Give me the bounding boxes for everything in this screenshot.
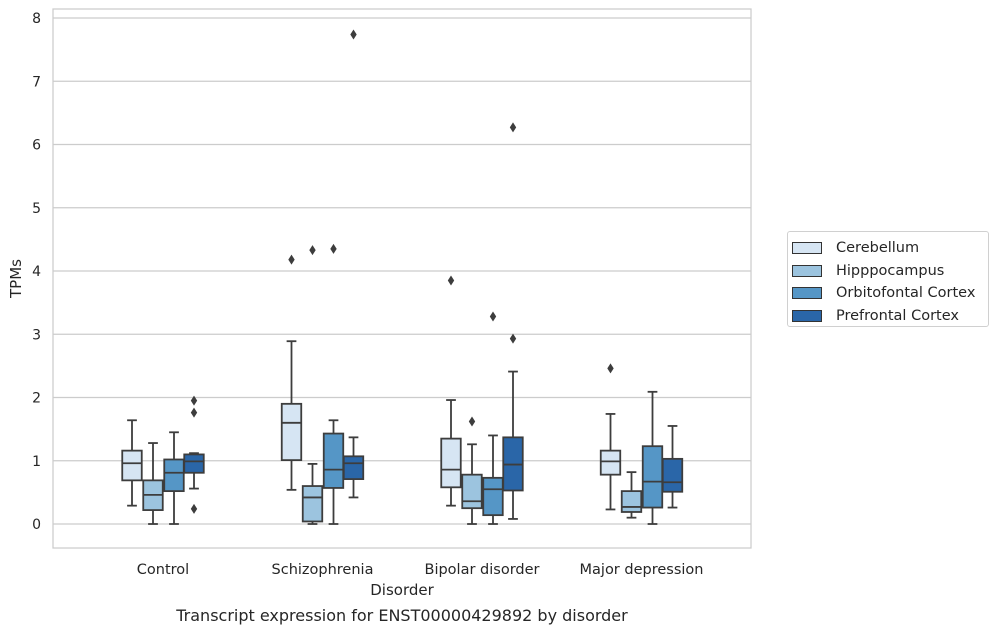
y-tick-label: 5 [32,201,41,217]
box-cerebellum-bipolar-disorder [440,275,462,507]
box-iqr [121,449,143,482]
box-prefrontal-cortex-bipolar-disorder [502,122,524,520]
y-tick-label: 6 [32,138,41,154]
box-prefrontal-cortex-major-depression [661,425,684,509]
box-iqr [280,402,303,462]
y-tick-labels: 0 1 2 3 4 5 6 7 8 [32,11,41,533]
box-hipppocampus-bipolar-disorder [461,416,483,525]
box-cerebellum-control [121,419,143,507]
box-orbitofontal-cortex-control [163,431,185,525]
y-tick-label: 4 [32,264,41,280]
outlier-point [190,503,198,514]
plot-frame [52,8,752,549]
box-orbitofontal-cortex-bipolar-disorder [482,311,504,525]
box-iqr [440,437,462,489]
box-hipppocampus-schizophrenia [301,245,324,525]
x-tick-labels: Control Schizophrenia Bipolar disorder Majo… [137,562,704,578]
box-prefrontal-cortex-control [183,395,205,514]
legend-label: Hipppocampus [836,262,945,279]
legend-label: Orbitofontal Cortex [836,285,976,302]
legend: Cerebellum Hipppocampus Orbitofontal Corte… [787,231,989,327]
box-plot-marks [121,29,684,525]
box-iqr [342,455,365,480]
outlier-point [190,407,198,418]
legend-label: Prefrontal Cortex [836,307,959,324]
legend-item: Cerebellum [792,237,988,260]
x-axis-label: Disorder [370,581,434,599]
outlier-point [309,245,316,256]
outlier-point [447,275,455,286]
box-orbitofontal-cortex-major-depression [641,390,664,525]
box-hipppocampus-major-depression [620,471,643,519]
outlier-point [468,416,476,427]
box-prefrontal-cortex-schizophrenia [342,29,365,499]
legend-swatch [792,264,822,277]
box-iqr [482,476,504,517]
y-tick-label: 7 [32,74,41,90]
chart-caption: Transcript expression for ENST0000042989… [176,606,628,625]
outlier-point [288,254,295,265]
outlier-point [607,363,614,374]
outlier-point [190,395,198,406]
box-iqr [301,485,324,523]
box-iqr [620,490,643,513]
y-tick-label: 2 [32,391,41,407]
outlier-point [330,243,337,254]
box-cerebellum-schizophrenia [280,254,303,491]
box-hipppocampus-control [142,442,164,525]
box-iqr [183,453,205,474]
y-tick-label: 8 [32,11,41,27]
outlier-point [350,29,357,40]
outlier-point [509,122,517,133]
box-iqr [322,432,345,489]
x-tick-label: Major depression [580,562,704,578]
legend-item: Orbitofontal Cortex [792,282,988,305]
y-tick-label: 0 [32,517,41,533]
box-iqr [461,473,483,510]
legend-item: Prefrontal Cortex [792,305,988,328]
legend-swatch [792,287,822,300]
x-tick-label: Control [137,562,189,578]
outlier-point [489,311,497,322]
legend-label: Cerebellum [836,240,920,257]
box-cerebellum-major-depression [599,363,622,511]
outlier-point [509,333,517,344]
box-iqr [641,445,664,509]
y-tick-label: 3 [32,327,41,343]
box-iqr [599,449,622,476]
legend-swatch [792,242,822,255]
y-axis-label: TPMs [7,259,25,299]
legend-swatch [792,309,822,322]
box-iqr [661,457,684,493]
y-tick-label: 1 [32,454,41,470]
x-tick-label: Schizophrenia [272,562,374,578]
box-orbitofontal-cortex-schizophrenia [322,243,345,525]
legend-item: Hipppocampus [792,260,988,283]
box-iqr [163,458,185,493]
x-tick-label: Bipolar disorder [425,562,540,578]
